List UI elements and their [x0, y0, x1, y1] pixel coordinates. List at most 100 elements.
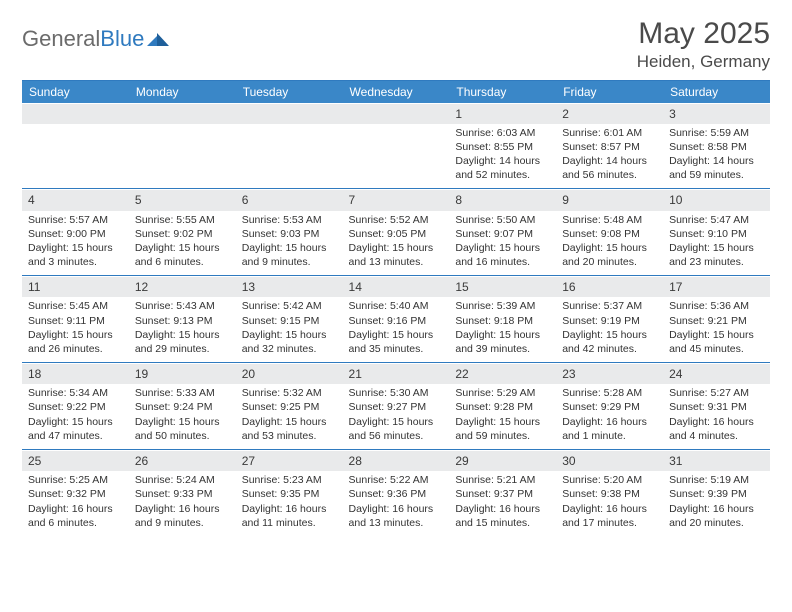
day-number: 22: [449, 363, 556, 384]
sunrise-line: Sunrise: 5:24 AM: [135, 473, 230, 487]
sunrise-line: Sunrise: 5:53 AM: [242, 213, 337, 227]
weekday-header: Wednesday: [343, 81, 450, 103]
sunset-line: Sunset: 9:28 PM: [455, 400, 550, 414]
page-header: GeneralBlue May 2025 Heiden, Germany: [22, 18, 770, 72]
sunset-line: Sunset: 9:38 PM: [562, 487, 657, 501]
sunset-line: Sunset: 9:25 PM: [242, 400, 337, 414]
location-subtitle: Heiden, Germany: [637, 52, 770, 72]
daylight-line: Daylight: 15 hours and 39 minutes.: [455, 328, 550, 356]
daylight-line: Daylight: 15 hours and 23 minutes.: [669, 241, 764, 269]
day-number: 6: [236, 189, 343, 210]
calendar-cell: 27Sunrise: 5:23 AMSunset: 9:35 PMDayligh…: [236, 450, 343, 536]
daylight-line: Daylight: 15 hours and 29 minutes.: [135, 328, 230, 356]
calendar-cell: 15Sunrise: 5:39 AMSunset: 9:18 PMDayligh…: [449, 276, 556, 363]
daylight-line: Daylight: 15 hours and 47 minutes.: [28, 415, 123, 443]
brand-logo: GeneralBlue: [22, 26, 169, 52]
day-number: 1: [449, 103, 556, 124]
calendar-week-row: 4Sunrise: 5:57 AMSunset: 9:00 PMDaylight…: [22, 189, 770, 276]
day-details: Sunrise: 5:20 AMSunset: 9:38 PMDaylight:…: [556, 471, 663, 536]
daylight-line: Daylight: 16 hours and 20 minutes.: [669, 502, 764, 530]
day-number: 15: [449, 276, 556, 297]
sunrise-line: Sunrise: 5:50 AM: [455, 213, 550, 227]
day-number: 12: [129, 276, 236, 297]
empty-day-bar: [129, 103, 236, 124]
brand-part1: General: [22, 26, 100, 52]
sunset-line: Sunset: 9:16 PM: [349, 314, 444, 328]
day-details: Sunrise: 5:57 AMSunset: 9:00 PMDaylight:…: [22, 211, 129, 276]
calendar-body: 1Sunrise: 6:03 AMSunset: 8:55 PMDaylight…: [22, 103, 770, 536]
day-details: Sunrise: 5:52 AMSunset: 9:05 PMDaylight:…: [343, 211, 450, 276]
daylight-line: Daylight: 15 hours and 20 minutes.: [562, 241, 657, 269]
day-details: Sunrise: 5:27 AMSunset: 9:31 PMDaylight:…: [663, 384, 770, 449]
sunrise-line: Sunrise: 5:20 AM: [562, 473, 657, 487]
sunset-line: Sunset: 9:08 PM: [562, 227, 657, 241]
sunrise-line: Sunrise: 5:40 AM: [349, 299, 444, 313]
weekday-header: Sunday: [22, 81, 129, 103]
day-details: Sunrise: 6:03 AMSunset: 8:55 PMDaylight:…: [449, 124, 556, 189]
calendar-cell: 2Sunrise: 6:01 AMSunset: 8:57 PMDaylight…: [556, 103, 663, 189]
day-details: Sunrise: 5:50 AMSunset: 9:07 PMDaylight:…: [449, 211, 556, 276]
daylight-line: Daylight: 16 hours and 11 minutes.: [242, 502, 337, 530]
day-details: Sunrise: 5:59 AMSunset: 8:58 PMDaylight:…: [663, 124, 770, 189]
sunset-line: Sunset: 9:03 PM: [242, 227, 337, 241]
daylight-line: Daylight: 15 hours and 9 minutes.: [242, 241, 337, 269]
calendar-cell: 6Sunrise: 5:53 AMSunset: 9:03 PMDaylight…: [236, 189, 343, 276]
day-details: Sunrise: 5:53 AMSunset: 9:03 PMDaylight:…: [236, 211, 343, 276]
sunrise-line: Sunrise: 5:52 AM: [349, 213, 444, 227]
day-details: Sunrise: 5:21 AMSunset: 9:37 PMDaylight:…: [449, 471, 556, 536]
daylight-line: Daylight: 15 hours and 13 minutes.: [349, 241, 444, 269]
sunset-line: Sunset: 9:21 PM: [669, 314, 764, 328]
calendar-cell: 21Sunrise: 5:30 AMSunset: 9:27 PMDayligh…: [343, 363, 450, 450]
day-number: 5: [129, 189, 236, 210]
day-number: 10: [663, 189, 770, 210]
calendar-cell: 25Sunrise: 5:25 AMSunset: 9:32 PMDayligh…: [22, 450, 129, 536]
calendar-cell: 22Sunrise: 5:29 AMSunset: 9:28 PMDayligh…: [449, 363, 556, 450]
day-number: 13: [236, 276, 343, 297]
sunset-line: Sunset: 9:27 PM: [349, 400, 444, 414]
sunset-line: Sunset: 9:22 PM: [28, 400, 123, 414]
day-number: 7: [343, 189, 450, 210]
sunset-line: Sunset: 9:18 PM: [455, 314, 550, 328]
calendar-page: GeneralBlue May 2025 Heiden, Germany Sun…: [0, 0, 792, 546]
day-number: 23: [556, 363, 663, 384]
daylight-line: Daylight: 15 hours and 3 minutes.: [28, 241, 123, 269]
calendar-cell: 29Sunrise: 5:21 AMSunset: 9:37 PMDayligh…: [449, 450, 556, 536]
weekday-row: SundayMondayTuesdayWednesdayThursdayFrid…: [22, 81, 770, 103]
calendar-cell: 20Sunrise: 5:32 AMSunset: 9:25 PMDayligh…: [236, 363, 343, 450]
calendar-cell: 17Sunrise: 5:36 AMSunset: 9:21 PMDayligh…: [663, 276, 770, 363]
day-number: 14: [343, 276, 450, 297]
day-number: 3: [663, 103, 770, 124]
calendar-cell: 23Sunrise: 5:28 AMSunset: 9:29 PMDayligh…: [556, 363, 663, 450]
daylight-line: Daylight: 16 hours and 17 minutes.: [562, 502, 657, 530]
day-details: Sunrise: 5:43 AMSunset: 9:13 PMDaylight:…: [129, 297, 236, 362]
calendar-cell: 14 Sunrise: 5:40 AMSunset: 9:16 PMDayligh…: [343, 276, 450, 363]
daylight-line: Daylight: 15 hours and 35 minutes.: [349, 328, 444, 356]
day-details: Sunrise: 5:24 AMSunset: 9:33 PMDaylight:…: [129, 471, 236, 536]
day-number: 21: [343, 363, 450, 384]
calendar-cell: 30Sunrise: 5:20 AMSunset: 9:38 PMDayligh…: [556, 450, 663, 536]
day-details: Sunrise: 5:29 AMSunset: 9:28 PMDaylight:…: [449, 384, 556, 449]
calendar-cell: 19Sunrise: 5:33 AMSunset: 9:24 PMDayligh…: [129, 363, 236, 450]
day-details: Sunrise: 5:34 AMSunset: 9:22 PMDaylight:…: [22, 384, 129, 449]
daylight-line: Daylight: 15 hours and 56 minutes.: [349, 415, 444, 443]
daylight-line: Daylight: 16 hours and 15 minutes.: [455, 502, 550, 530]
day-details: Sunrise: 5:19 AMSunset: 9:39 PMDaylight:…: [663, 471, 770, 536]
day-number: 4: [22, 189, 129, 210]
daylight-line: Daylight: 15 hours and 32 minutes.: [242, 328, 337, 356]
day-number: 28: [343, 450, 450, 471]
daylight-line: Daylight: 16 hours and 4 minutes.: [669, 415, 764, 443]
day-details: Sunrise: 6:01 AMSunset: 8:57 PMDaylight:…: [556, 124, 663, 189]
calendar-cell: 18Sunrise: 5:34 AMSunset: 9:22 PMDayligh…: [22, 363, 129, 450]
day-number: 2: [556, 103, 663, 124]
daylight-line: Daylight: 15 hours and 16 minutes.: [455, 241, 550, 269]
calendar-cell: [129, 103, 236, 189]
daylight-line: Daylight: 16 hours and 1 minute.: [562, 415, 657, 443]
calendar-cell: 3Sunrise: 5:59 AMSunset: 8:58 PMDaylight…: [663, 103, 770, 189]
calendar-cell: 12Sunrise: 5:43 AMSunset: 9:13 PMDayligh…: [129, 276, 236, 363]
sunrise-line: Sunrise: 5:37 AM: [562, 299, 657, 313]
daylight-line: Daylight: 14 hours and 52 minutes.: [455, 154, 550, 182]
day-details: Sunrise: 5:36 AMSunset: 9:21 PMDaylight:…: [663, 297, 770, 362]
day-details: Sunrise: 5:45 AMSunset: 9:11 PMDaylight:…: [22, 297, 129, 362]
weekday-header: Thursday: [449, 81, 556, 103]
calendar-week-row: 1Sunrise: 6:03 AMSunset: 8:55 PMDaylight…: [22, 103, 770, 189]
